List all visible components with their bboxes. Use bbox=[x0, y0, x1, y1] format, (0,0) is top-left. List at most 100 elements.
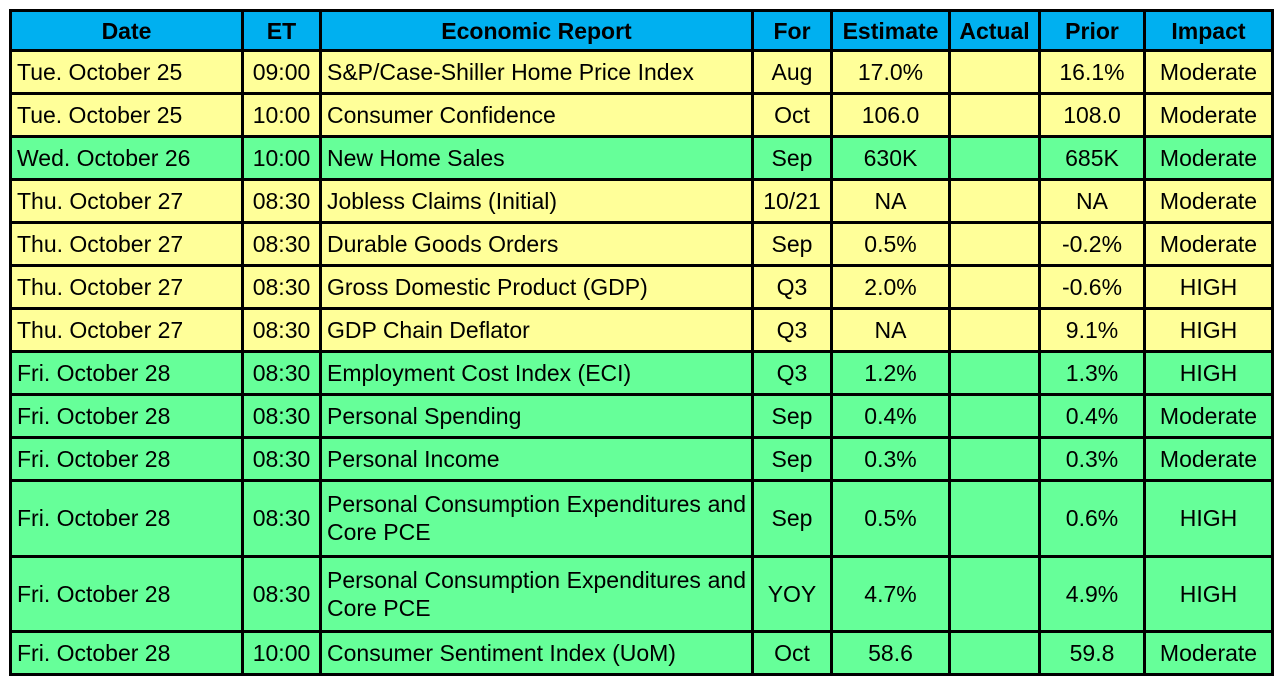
cell-estimate: 0.5% bbox=[830, 479, 951, 558]
table-row: Fri. October 28 08:30 Personal Consumption… bbox=[9, 479, 1274, 558]
table-row: Fri. October 28 10:00 Consumer Sentiment I… bbox=[9, 629, 1274, 677]
cell-impact: HIGH bbox=[1143, 307, 1274, 354]
cell-actual bbox=[948, 350, 1041, 397]
header-actual: Actual bbox=[948, 9, 1041, 52]
cell-impact: Moderate bbox=[1143, 92, 1274, 139]
cell-et: 08:30 bbox=[241, 221, 322, 268]
cell-date: Fri. October 28 bbox=[9, 554, 244, 633]
header-et: ET bbox=[241, 9, 322, 52]
cell-for: Oct bbox=[751, 629, 833, 677]
cell-for: Sep bbox=[751, 479, 833, 558]
table-row: Thu. October 27 08:30 Gross Domestic Produ… bbox=[9, 264, 1274, 311]
table-row: Tue. October 25 10:00 Consumer Confidence O… bbox=[9, 92, 1274, 139]
cell-date: Tue. October 25 bbox=[9, 92, 244, 139]
cell-actual bbox=[948, 479, 1041, 558]
cell-for: Sep bbox=[751, 393, 833, 440]
cell-et: 08:30 bbox=[241, 178, 322, 225]
cell-et: 10:00 bbox=[241, 92, 322, 139]
cell-date: Thu. October 27 bbox=[9, 264, 244, 311]
cell-prior: 108.0 bbox=[1038, 92, 1146, 139]
cell-prior: 4.9% bbox=[1038, 554, 1146, 633]
cell-et: 10:00 bbox=[241, 135, 322, 182]
header-prior: Prior bbox=[1038, 9, 1146, 52]
cell-et: 08:30 bbox=[241, 479, 322, 558]
cell-for: Aug bbox=[751, 48, 833, 96]
cell-report: Gross Domestic Product (GDP) bbox=[319, 264, 754, 311]
cell-for: YOY bbox=[751, 554, 833, 633]
table-row: Tue. October 25 09:00 S&P/Case-Shiller Hom… bbox=[9, 48, 1274, 96]
header-date: Date bbox=[9, 9, 244, 52]
cell-actual bbox=[948, 48, 1041, 96]
cell-report: S&P/Case-Shiller Home Price Index bbox=[319, 48, 754, 96]
table-row: Fri. October 28 08:30 Employment Cost Inde… bbox=[9, 350, 1274, 397]
cell-date: Fri. October 28 bbox=[9, 393, 244, 440]
cell-actual bbox=[948, 629, 1041, 677]
cell-report: Jobless Claims (Initial) bbox=[319, 178, 754, 225]
cell-report: Consumer Confidence bbox=[319, 92, 754, 139]
cell-report: Employment Cost Index (ECI) bbox=[319, 350, 754, 397]
cell-estimate: 1.2% bbox=[830, 350, 951, 397]
cell-et: 08:30 bbox=[241, 307, 322, 354]
cell-report: Personal Income bbox=[319, 436, 754, 483]
cell-report: New Home Sales bbox=[319, 135, 754, 182]
cell-prior: 59.8 bbox=[1038, 629, 1146, 677]
cell-estimate: 0.5% bbox=[830, 221, 951, 268]
cell-date: Fri. October 28 bbox=[9, 479, 244, 558]
cell-for: Oct bbox=[751, 92, 833, 139]
cell-et: 09:00 bbox=[241, 48, 322, 96]
cell-for: 10/21 bbox=[751, 178, 833, 225]
cell-report: Personal Spending bbox=[319, 393, 754, 440]
cell-date: Thu. October 27 bbox=[9, 307, 244, 354]
cell-et: 08:30 bbox=[241, 350, 322, 397]
cell-estimate: 58.6 bbox=[830, 629, 951, 677]
cell-report: Durable Goods Orders bbox=[319, 221, 754, 268]
cell-et: 08:30 bbox=[241, 264, 322, 311]
cell-prior: 9.1% bbox=[1038, 307, 1146, 354]
cell-prior: NA bbox=[1038, 178, 1146, 225]
cell-estimate: 0.3% bbox=[830, 436, 951, 483]
cell-prior: 0.3% bbox=[1038, 436, 1146, 483]
cell-for: Sep bbox=[751, 135, 833, 182]
cell-for: Q3 bbox=[751, 264, 833, 311]
cell-estimate: 2.0% bbox=[830, 264, 951, 311]
cell-actual bbox=[948, 554, 1041, 633]
cell-impact: Moderate bbox=[1143, 48, 1274, 96]
cell-impact: HIGH bbox=[1143, 264, 1274, 311]
cell-et: 10:00 bbox=[241, 629, 322, 677]
cell-report: Personal Consumption Expenditures and Co… bbox=[319, 554, 754, 633]
header-impact: Impact bbox=[1143, 9, 1274, 52]
cell-actual bbox=[948, 436, 1041, 483]
table-row: Thu. October 27 08:30 Jobless Claims (Init… bbox=[9, 178, 1274, 225]
table-row: Thu. October 27 08:30 Durable Goods Orders… bbox=[9, 221, 1274, 268]
cell-impact: Moderate bbox=[1143, 629, 1274, 677]
cell-impact: HIGH bbox=[1143, 479, 1274, 558]
cell-actual bbox=[948, 135, 1041, 182]
cell-et: 08:30 bbox=[241, 554, 322, 633]
cell-estimate: 106.0 bbox=[830, 92, 951, 139]
cell-date: Fri. October 28 bbox=[9, 629, 244, 677]
cell-impact: Moderate bbox=[1143, 393, 1274, 440]
cell-actual bbox=[948, 307, 1041, 354]
cell-actual bbox=[948, 393, 1041, 440]
cell-impact: HIGH bbox=[1143, 350, 1274, 397]
cell-for: Q3 bbox=[751, 307, 833, 354]
cell-prior: 1.3% bbox=[1038, 350, 1146, 397]
cell-report: Personal Consumption Expenditures and Co… bbox=[319, 479, 754, 558]
table-row: Wed. October 26 10:00 New Home Sales Sep 630… bbox=[9, 135, 1274, 182]
cell-prior: 16.1% bbox=[1038, 48, 1146, 96]
cell-date: Fri. October 28 bbox=[9, 350, 244, 397]
cell-impact: Moderate bbox=[1143, 178, 1274, 225]
cell-prior: -0.2% bbox=[1038, 221, 1146, 268]
table-row: Fri. October 28 08:30 Personal Consumption… bbox=[9, 554, 1274, 633]
cell-prior: -0.6% bbox=[1038, 264, 1146, 311]
cell-et: 08:30 bbox=[241, 393, 322, 440]
cell-estimate: NA bbox=[830, 178, 951, 225]
header-row: Date ET Economic Report For Estimate Act… bbox=[9, 9, 1274, 52]
cell-estimate: 4.7% bbox=[830, 554, 951, 633]
table-row: Fri. October 28 08:30 Personal Spending Sep… bbox=[9, 393, 1274, 440]
cell-for: Sep bbox=[751, 436, 833, 483]
cell-report: GDP Chain Deflator bbox=[319, 307, 754, 354]
cell-estimate: 630K bbox=[830, 135, 951, 182]
cell-estimate: 0.4% bbox=[830, 393, 951, 440]
cell-estimate: 17.0% bbox=[830, 48, 951, 96]
